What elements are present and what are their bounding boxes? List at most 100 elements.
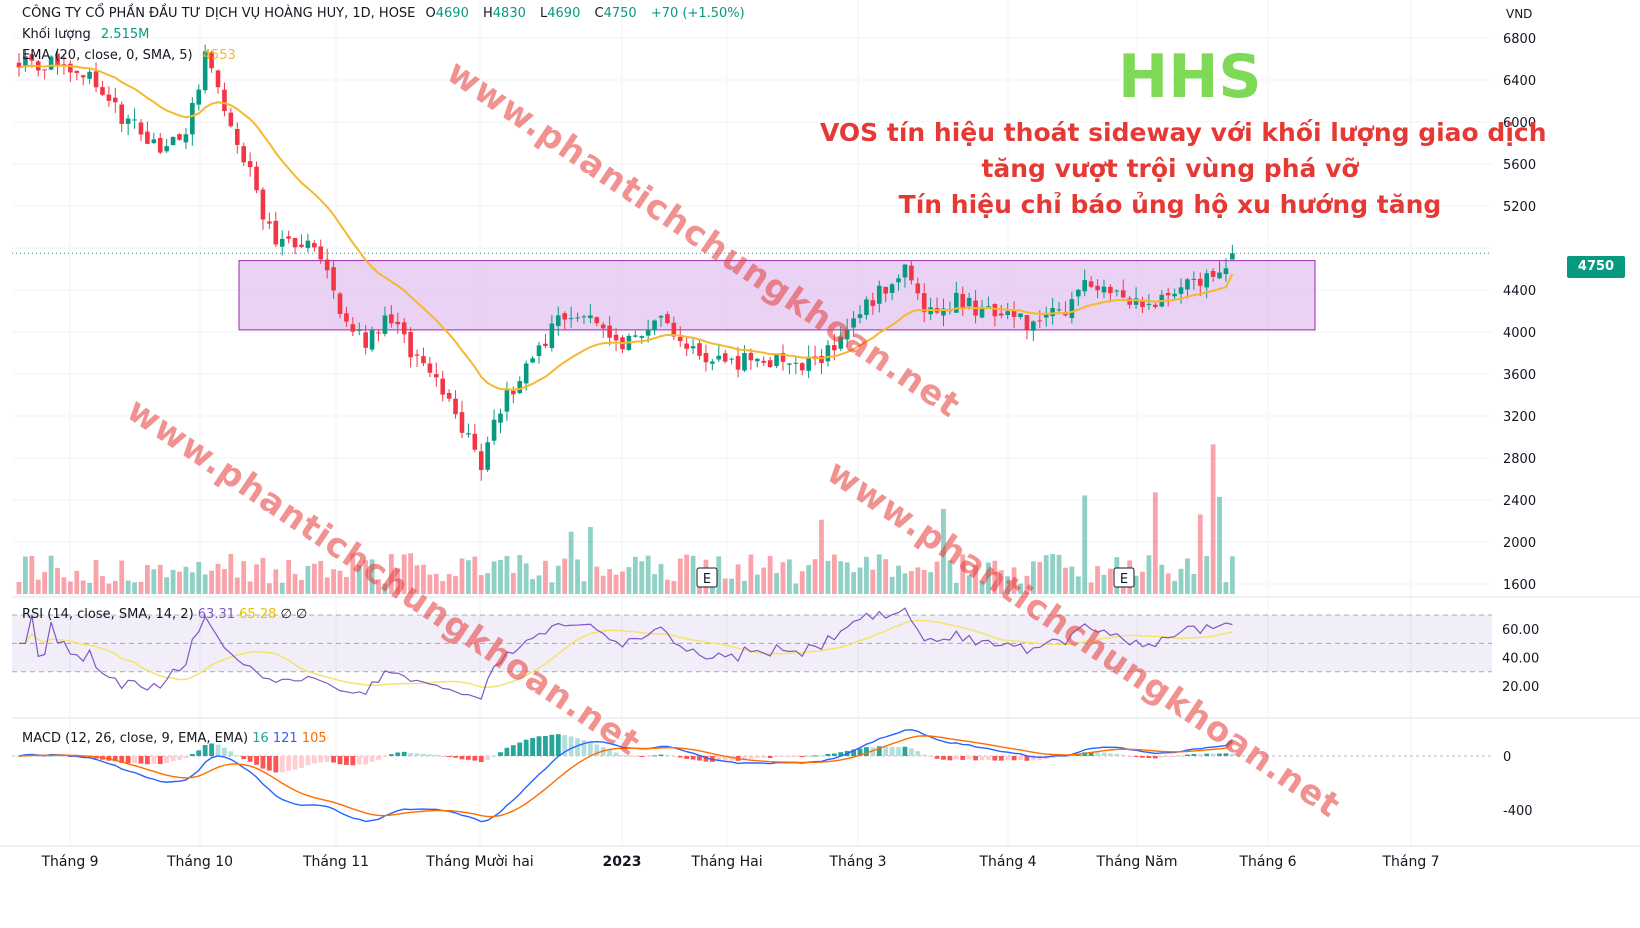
time-axis-label[interactable]: Tháng 10 (166, 854, 233, 870)
macd-histogram-bar (228, 751, 234, 756)
open-label: O (425, 6, 436, 21)
price-tick-label: 2400 (1503, 494, 1536, 509)
macd-histogram-bar (915, 751, 921, 756)
time-axis-label[interactable]: Tháng 7 (1381, 854, 1439, 870)
candle-body (324, 259, 330, 271)
volume-bar (523, 563, 529, 594)
candle-body (658, 316, 664, 318)
time-axis-label[interactable]: Tháng 9 (40, 854, 98, 870)
candle-body (312, 242, 317, 248)
volume-bar (831, 554, 837, 594)
candle-body (119, 104, 125, 124)
macd-tick-label: -400 (1503, 804, 1533, 819)
volume-bar (408, 553, 414, 594)
candle-body (376, 332, 381, 334)
time-axis-label[interactable]: Tháng 6 (1238, 854, 1296, 870)
volume-legend[interactable]: Khối lượng 2.515M (22, 27, 155, 42)
macd-histogram-bar (780, 756, 786, 757)
close-label: C (594, 6, 604, 21)
macd-histogram-bar (273, 756, 279, 773)
time-axis-label[interactable]: Tháng Hai (690, 854, 762, 870)
candle-body (838, 336, 844, 349)
macd-histogram-bar (1069, 755, 1075, 757)
candle-body (1031, 321, 1036, 331)
candle-body (992, 303, 998, 317)
macd-histogram-bar (960, 756, 966, 760)
volume-bar (318, 560, 324, 594)
candle-body (793, 362, 799, 364)
macd-histogram-bar (279, 756, 285, 773)
candle-body (1005, 311, 1010, 316)
macd-histogram-bar (806, 755, 812, 757)
candle-body (1210, 271, 1216, 277)
macd-histogram-bar (433, 754, 439, 756)
volume-bar (665, 579, 670, 594)
macd-histogram-bar (408, 753, 414, 756)
macd-histogram-bar (414, 753, 420, 756)
candle-body (562, 313, 567, 320)
candle-body (1069, 299, 1075, 318)
volume-bar (517, 554, 523, 594)
volume-bar (279, 582, 285, 594)
macd-histogram-bar (286, 756, 292, 771)
macd-histogram-bar (992, 756, 998, 761)
candle-body (729, 358, 734, 360)
candle-body (190, 102, 195, 135)
macd-legend-part: MACD (12, 26, close, 9, EMA, EMA) (22, 731, 252, 746)
rsi-legend[interactable]: RSI (14, close, SMA, 14, 2) 63.31 65.28 … (22, 607, 307, 622)
symbol-title[interactable]: CÔNG TY CỔ PHẦN ĐẦU TƯ DỊCH VỤ HOÀNG HUY… (22, 6, 416, 21)
time-axis-label[interactable]: Tháng 11 (302, 854, 369, 870)
ema-legend[interactable]: EMA (20, close, 0, SMA, 5) 4553 (22, 48, 242, 63)
volume-bar (658, 563, 664, 594)
volume-bar (55, 568, 60, 594)
candle-body (1191, 278, 1197, 280)
currency-label: VND (1506, 7, 1532, 21)
volume-bar (729, 578, 735, 594)
macd-histogram-bar (838, 752, 844, 756)
candle-body (710, 361, 715, 364)
volume-bar (35, 579, 41, 594)
volume-bar (196, 561, 202, 594)
macd-histogram-bar (466, 756, 471, 760)
macd-histogram-bar (549, 734, 555, 756)
volume-bar (433, 573, 439, 594)
volume-bar (466, 560, 471, 594)
macd-histogram-bar (1210, 753, 1216, 756)
volume-bar (998, 570, 1004, 594)
time-axis-label[interactable]: 2023 (603, 854, 642, 870)
time-axis-label[interactable]: Tháng 4 (978, 854, 1036, 870)
time-axis-label[interactable]: Tháng 3 (828, 854, 886, 870)
volume-bar (209, 570, 214, 594)
candle-body (581, 316, 587, 318)
time-axis-label[interactable]: Tháng Mười hai (425, 854, 533, 870)
macd-legend[interactable]: MACD (12, 26, close, 9, EMA, EMA) 16 121… (22, 731, 327, 746)
candle-body (80, 75, 86, 78)
volume-bar (478, 575, 484, 594)
candle-body (549, 323, 555, 349)
time-axis-label[interactable]: Tháng Năm (1096, 854, 1178, 870)
volume-bar (1146, 555, 1152, 594)
macd-histogram-bar (1127, 756, 1133, 757)
candle-body (1204, 273, 1209, 288)
macd-histogram-bar (382, 756, 388, 757)
candle-body (16, 62, 22, 68)
candle-body (222, 89, 227, 112)
volume-bar (735, 564, 741, 594)
volume-bar (857, 567, 863, 594)
macd-histogram-bar (125, 756, 131, 764)
price-tick-label: 3600 (1503, 368, 1536, 383)
macd-legend-part: 105 (302, 731, 327, 746)
volume-bar (100, 576, 105, 594)
volume-bar (677, 558, 683, 594)
macd-histogram-bar (774, 756, 779, 757)
macd-histogram-bar (196, 750, 202, 756)
volume-bar (947, 560, 953, 594)
macd-histogram-bar (594, 744, 600, 756)
candle-body (941, 308, 946, 316)
volume-bar (247, 581, 253, 594)
volume-bar (157, 564, 163, 594)
candle-body (1037, 320, 1043, 322)
macd-histogram-bar (145, 756, 150, 765)
candle-body (170, 136, 176, 146)
